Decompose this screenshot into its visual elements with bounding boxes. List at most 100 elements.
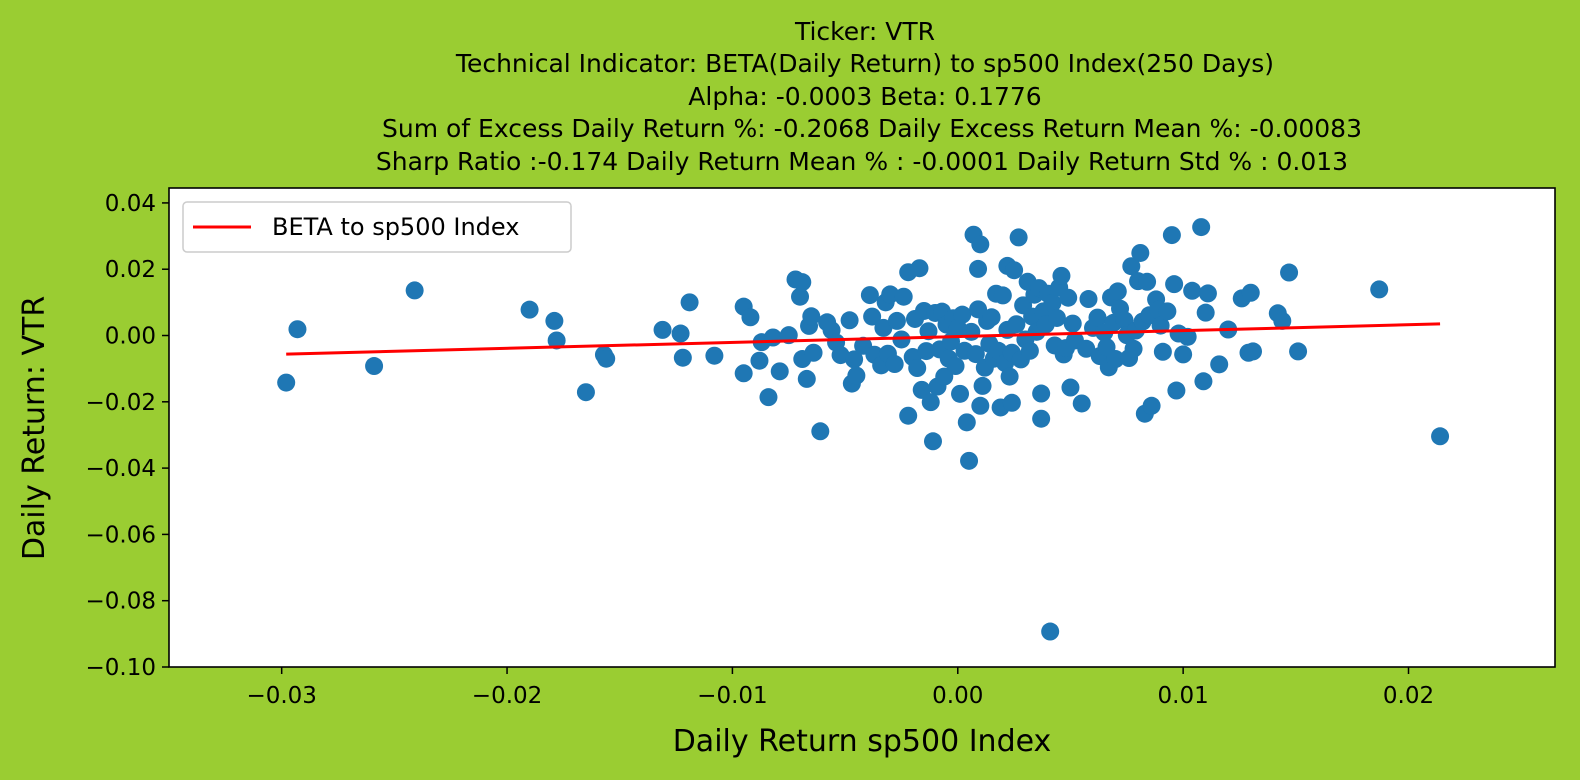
chart-title: Ticker: VTR Technical Indicator: BETA(Da… xyxy=(376,17,1362,176)
plot-area xyxy=(169,188,1555,667)
x-tick-label: 0.02 xyxy=(1383,683,1434,709)
data-point xyxy=(1009,228,1028,247)
y-tick-label: −0.02 xyxy=(86,390,156,416)
data-point xyxy=(921,393,940,412)
data-point xyxy=(802,307,821,326)
data-point xyxy=(1032,384,1051,403)
x-tick-label: −0.02 xyxy=(472,683,542,709)
data-point xyxy=(734,364,753,383)
data-point xyxy=(1059,288,1078,307)
data-point xyxy=(1153,342,1172,361)
data-point xyxy=(405,281,424,300)
y-tick-label: −0.10 xyxy=(86,655,156,681)
y-axis: 0.04 0.02 0.00 −0.02 −0.04 −0.06 −0.08 −0.10 xyxy=(86,191,169,681)
data-point xyxy=(957,413,976,432)
data-point xyxy=(1196,303,1215,322)
data-point xyxy=(845,350,864,369)
data-point xyxy=(923,432,942,451)
y-axis-title: Daily Return: VTR xyxy=(17,296,52,560)
data-point xyxy=(763,328,782,347)
data-point xyxy=(1043,294,1062,313)
data-point xyxy=(1167,381,1186,400)
data-point xyxy=(365,357,384,376)
data-point xyxy=(1198,284,1217,303)
data-point xyxy=(1142,396,1161,415)
data-point xyxy=(547,331,566,350)
data-point xyxy=(741,308,760,327)
data-point xyxy=(791,287,810,306)
data-point xyxy=(966,345,985,364)
data-point xyxy=(908,358,927,377)
data-point xyxy=(793,273,812,292)
y-tick-label: 0.04 xyxy=(105,191,156,217)
data-point xyxy=(946,357,965,376)
data-point xyxy=(673,348,692,367)
data-point xyxy=(982,308,1001,327)
data-point xyxy=(831,346,850,365)
y-tick-label: −0.08 xyxy=(86,589,156,615)
data-point xyxy=(917,342,936,361)
data-point xyxy=(1002,393,1021,412)
data-point xyxy=(1162,226,1181,245)
data-point xyxy=(1280,263,1299,282)
x-tick-label: 0.01 xyxy=(1158,683,1209,709)
data-point xyxy=(881,285,900,304)
data-point xyxy=(1061,378,1080,397)
title-line-excess-return: Sum of Excess Daily Return %: -0.2068 Da… xyxy=(382,114,1362,143)
data-point xyxy=(1178,327,1197,346)
data-point xyxy=(1289,342,1308,361)
data-point xyxy=(750,351,769,370)
y-tick-label: −0.06 xyxy=(86,522,156,548)
x-axis-title: Daily Return sp500 Index xyxy=(673,724,1052,759)
data-point xyxy=(1131,243,1150,262)
data-point xyxy=(1047,308,1066,327)
data-point xyxy=(770,362,789,381)
data-point xyxy=(887,311,906,330)
data-point xyxy=(971,396,990,415)
data-point xyxy=(1106,350,1125,369)
legend[interactable]: BETA to sp500 Index xyxy=(182,201,572,253)
data-point xyxy=(520,300,539,319)
regression-line-layer xyxy=(286,322,1441,356)
data-point xyxy=(962,322,981,341)
title-line-indicator: Technical Indicator: BETA(Daily Return) … xyxy=(455,49,1274,78)
data-point xyxy=(1007,315,1026,334)
data-point xyxy=(797,369,816,388)
data-point xyxy=(1077,339,1096,358)
data-point xyxy=(277,373,296,392)
data-point xyxy=(1158,302,1177,321)
data-point xyxy=(971,235,990,254)
data-point xyxy=(935,367,954,386)
data-point xyxy=(860,286,879,305)
plot-frame xyxy=(168,187,1556,668)
data-point xyxy=(1063,314,1082,333)
data-point xyxy=(910,259,929,278)
data-point xyxy=(953,305,972,324)
data-point xyxy=(973,376,992,395)
data-point xyxy=(885,355,904,374)
data-point xyxy=(1032,409,1051,428)
data-point xyxy=(1194,372,1213,391)
data-point xyxy=(1165,275,1184,294)
data-point xyxy=(1431,427,1450,446)
data-point xyxy=(1088,308,1107,327)
data-point xyxy=(993,286,1012,305)
data-point xyxy=(1192,218,1211,237)
data-point xyxy=(1072,394,1091,413)
data-point xyxy=(759,388,778,407)
data-point xyxy=(1370,280,1389,299)
data-point xyxy=(1108,282,1127,301)
data-point xyxy=(1241,283,1260,302)
data-point xyxy=(1124,339,1143,358)
data-point xyxy=(863,307,882,326)
data-point xyxy=(951,384,970,403)
data-point xyxy=(1041,622,1060,641)
data-point xyxy=(1052,266,1071,285)
data-point xyxy=(960,451,979,470)
data-point xyxy=(1273,311,1292,330)
title-line-ticker: Ticker: VTR xyxy=(794,17,935,46)
title-line-sharp-ratio: Sharp Ratio :-0.174 Daily Return Mean % … xyxy=(376,147,1348,176)
legend-box xyxy=(182,201,572,253)
data-point xyxy=(653,320,672,339)
